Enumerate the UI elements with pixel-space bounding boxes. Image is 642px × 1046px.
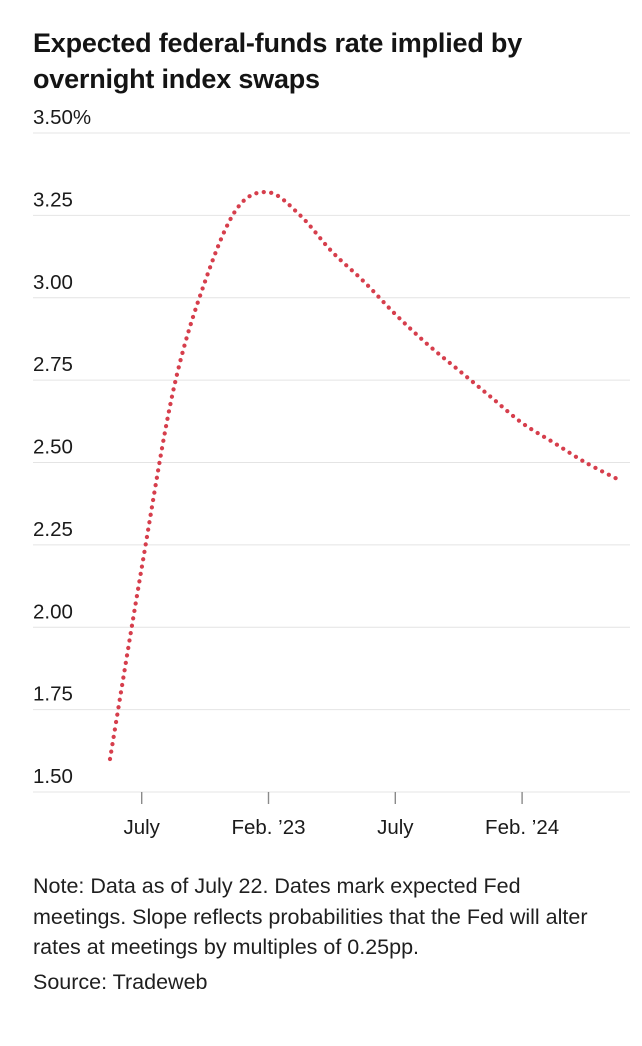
series-path-expected-rate: [107, 190, 620, 762]
chart-title: Expected federal-funds rate implied by o…: [33, 28, 523, 94]
chart-canvas: 3.50% 3.25 3.00 2.75 2.50 2.25 2.00 1.75 1.50 Jul…: [33, 106, 630, 839]
y-axis-label: 2.50: [33, 436, 73, 459]
y-axis-label: 2.25: [33, 518, 73, 541]
y-axis-label: 3.25: [33, 189, 73, 212]
chart-source: Source: Tradeweb: [33, 969, 208, 994]
x-axis-label: Feb. ’23: [231, 816, 305, 839]
x-axis-label: Feb. ’24: [485, 816, 559, 839]
y-axis-label: 2.00: [33, 601, 73, 624]
y-axis-label: 1.75: [33, 683, 73, 706]
y-axis-label: 1.50: [33, 765, 73, 788]
chart-note: Note: Data as of July 22. Dates mark exp…: [33, 874, 588, 960]
y-axis-label: 3.50%: [33, 106, 91, 129]
chart-page: Expected federal-funds rate implied by o…: [33, 28, 630, 994]
y-axis-label: 2.75: [33, 353, 73, 376]
x-axis-label: July: [123, 816, 160, 839]
y-axis-label: 3.00: [33, 271, 73, 294]
x-axis-label: July: [377, 816, 414, 839]
